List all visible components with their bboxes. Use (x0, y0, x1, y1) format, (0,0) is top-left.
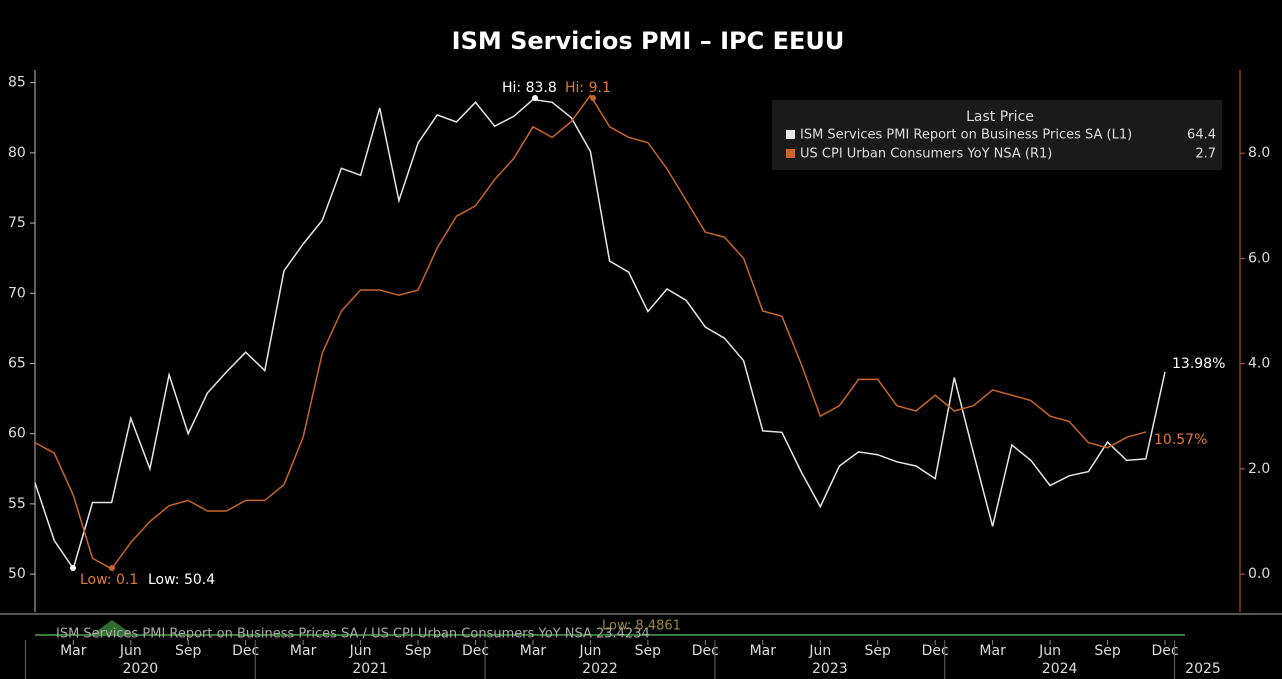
x-tick-label: Mar (520, 643, 547, 659)
x-tick-label: Jun (1038, 643, 1061, 659)
annotation: Hi: 83.8 (502, 80, 557, 96)
low-marker (70, 565, 76, 571)
low-marker (109, 565, 115, 571)
x-tick-label: Jun (808, 643, 831, 659)
y-tick-label: 55 (8, 496, 26, 512)
y-tick-label: 85 (8, 75, 26, 91)
lower-area (90, 620, 135, 636)
x-tick-label: Sep (635, 643, 662, 659)
year-label: 2023 (812, 661, 848, 677)
y-tick-label: 50 (8, 566, 26, 582)
x-tick-label: Mar (979, 643, 1006, 659)
year-label: 2020 (123, 661, 159, 677)
x-tick-label: Mar (750, 643, 777, 659)
legend: Last Price ISM Services PMI Report on Bu… (772, 100, 1222, 170)
legend-label: ISM Services PMI Report on Business Pric… (800, 128, 1132, 143)
legend-value: 64.4 (1187, 128, 1216, 143)
y-tick-label: 60 (8, 426, 26, 442)
x-tick-label: Jun (578, 643, 601, 659)
annotation: Low: 0.1 (80, 572, 138, 588)
lower-low-label: Low: 8.4861 (602, 619, 681, 634)
x-tick-label: Jun (349, 643, 372, 659)
lower-label: ISM Services PMI Report on Business Pric… (56, 627, 650, 642)
x-tick-label: Dec (1151, 643, 1178, 659)
legend-box (772, 100, 1222, 170)
y2-tick-label: 0.0 (1248, 566, 1270, 582)
series-line (34, 98, 1166, 571)
annotation: 10.57% (1154, 432, 1207, 448)
x-tick-label: Dec (692, 643, 719, 659)
y-tick-label: 80 (8, 145, 26, 161)
x-tick-label: Sep (175, 643, 202, 659)
y-tick-label: 70 (8, 285, 26, 301)
legend-swatch (786, 149, 795, 158)
hi-marker (590, 95, 596, 101)
x-tick-label: Sep (865, 643, 892, 659)
year-label: 2024 (1042, 661, 1078, 677)
chart-title: ISM Servicios PMI – IPC EEUU (452, 27, 845, 55)
x-tick-label: Dec (922, 643, 949, 659)
annotation: Low: 50.4 (148, 572, 215, 588)
y-tick-label: 75 (8, 215, 26, 231)
x-tick-label: Mar (290, 643, 317, 659)
x-tick-label: Sep (405, 643, 432, 659)
x-tick-label: Sep (1094, 643, 1121, 659)
legend-title: Last Price (966, 109, 1034, 125)
series-line (34, 93, 1147, 570)
x-tick-label: Dec (462, 643, 489, 659)
x-tick-label: Mar (60, 643, 87, 659)
annotation: 13.98% (1172, 356, 1225, 372)
year-label: 2025 (1185, 661, 1221, 677)
legend-label: US CPI Urban Consumers YoY NSA (R1) (800, 147, 1052, 162)
y-tick-label: 65 (8, 355, 26, 371)
y2-tick-label: 8.0 (1248, 145, 1270, 161)
legend-value: 2.7 (1195, 147, 1216, 162)
annotation: Hi: 9.1 (565, 80, 611, 96)
y2-tick-label: 2.0 (1248, 461, 1270, 477)
year-label: 2021 (352, 661, 388, 677)
year-label: 2022 (582, 661, 618, 677)
y2-tick-label: 4.0 (1248, 356, 1270, 372)
y2-tick-label: 6.0 (1248, 250, 1270, 266)
x-tick-label: Jun (119, 643, 142, 659)
x-tick-label: Dec (232, 643, 259, 659)
legend-swatch (786, 130, 795, 139)
hi-marker (532, 95, 538, 101)
